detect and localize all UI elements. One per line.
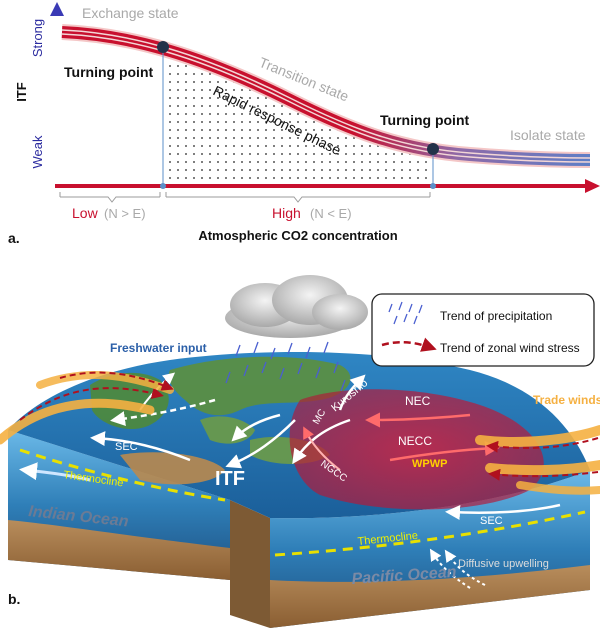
x-tick-1 (160, 183, 166, 189)
exchange-state-label: Exchange state (82, 5, 179, 21)
legend: Trend of precipitation Trend of zonal wi… (371, 293, 595, 367)
legend-box (371, 293, 595, 367)
low-bracket (59, 192, 161, 203)
isolate-state-label: Isolate state (510, 127, 586, 143)
y-strong-label: Strong (30, 19, 45, 57)
x-tick-2 (430, 183, 436, 189)
diffusive-label: Diffusive upwelling (458, 558, 549, 570)
trade-wind-arrows (0, 371, 600, 495)
legend-wind-icon (381, 337, 437, 352)
x-low-note: (N > E) (104, 206, 146, 221)
y-axis-arrow (50, 2, 64, 16)
turning-point-2-label: Turning point (380, 112, 469, 128)
rain-cloud (225, 275, 368, 338)
x-axis-label: Atmospheric CO2 concentration (198, 228, 397, 243)
legend-wind-label: Trend of zonal wind stress (440, 341, 580, 355)
y-weak-label: Weak (30, 135, 45, 168)
x-high-label: High (272, 205, 301, 221)
rain-dashes (225, 341, 346, 392)
itf-curve (61, 24, 591, 168)
turning-point-1-marker (157, 41, 169, 53)
legend-precip-icon (388, 301, 423, 325)
high-bracket (165, 192, 431, 203)
wpwp-label: WPWP (412, 458, 447, 470)
wpwp-region (289, 389, 544, 510)
block-corner-face (230, 500, 270, 628)
sec-left-label: SEC (115, 441, 138, 453)
turning-point-1-label: Turning point (64, 64, 153, 80)
thermocline-left-line (19, 448, 226, 502)
itf-label: ITF (215, 468, 245, 490)
land-australia (120, 452, 225, 485)
x-low-label: Low (72, 205, 99, 221)
y-axis-label: ITF (14, 82, 29, 102)
pacific-ocean-floor (270, 565, 590, 628)
freshwater-label: Freshwater input (110, 341, 207, 355)
thermocline-right-line (274, 510, 586, 557)
sec-right-label: SEC (480, 515, 503, 527)
panel-a-letter: a. (8, 230, 20, 246)
nec-label: NEC (405, 394, 431, 408)
trade-winds-label: Trade winds (533, 393, 600, 407)
x-axis-arrow (585, 179, 600, 193)
panel-a: ITF Strong Weak Exchange state Transitio… (8, 2, 600, 246)
necc-label: NECC (398, 434, 432, 448)
panel-b-letter: b. (8, 591, 20, 607)
panel-b: Trend of precipitation Trend of zonal wi… (0, 275, 600, 628)
turning-point-2-marker (427, 143, 439, 155)
x-high-note: (N < E) (310, 206, 352, 221)
indian-ocean-floor (8, 520, 230, 580)
legend-precip-label: Trend of precipitation (440, 309, 552, 323)
